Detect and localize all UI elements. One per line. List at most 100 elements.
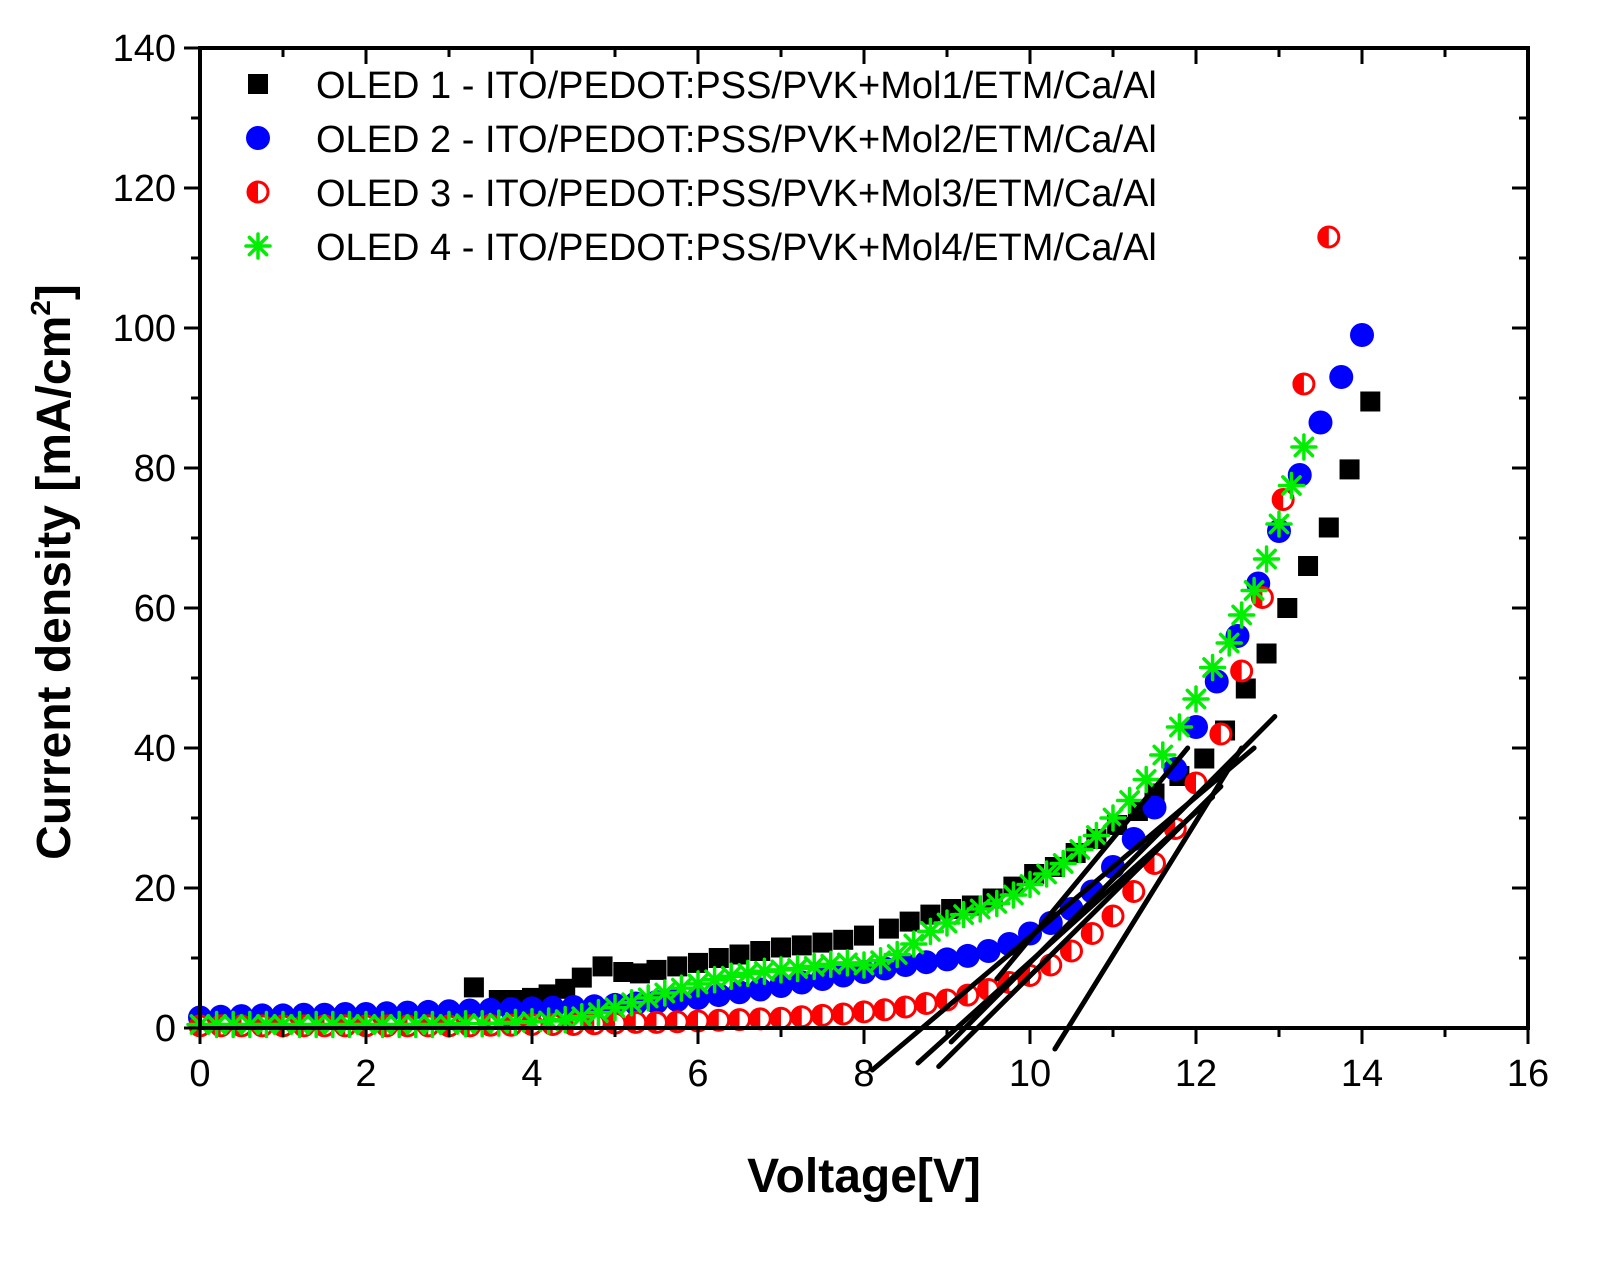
- series-4-point: [734, 959, 762, 988]
- series-4-point: [634, 984, 662, 1012]
- series-4-point: [1165, 713, 1194, 741]
- series-3-point: [894, 995, 917, 1019]
- series-4-point: [783, 954, 812, 983]
- x-tick-label: 2: [355, 1053, 376, 1095]
- series-3-point: [748, 1007, 772, 1031]
- y-axis-title-suffix: ]: [28, 284, 81, 300]
- series-4-point: [1215, 629, 1243, 657]
- series-4-point: [1032, 860, 1061, 888]
- series-2-point: [748, 977, 773, 1002]
- axis-ticks: 0 2 4 6 8 10 12 14 16 0 20 40 60 80 100 120 140: [113, 28, 1550, 1095]
- series-4-point: [1066, 835, 1094, 864]
- y-tick-label: 20: [134, 868, 176, 910]
- series-2-point: [706, 983, 731, 1008]
- series-4-point: [601, 993, 629, 1022]
- series-4-point: [983, 889, 1011, 918]
- legend: OLED 1 - ITO/PEDOT:PSS/PVK+Mol1/ETM/Ca/A…: [244, 65, 1157, 269]
- series-4-point: [767, 956, 795, 984]
- series-1-point: [791, 935, 812, 956]
- series-1-point: [899, 911, 920, 932]
- x-tick-label: 12: [1175, 1053, 1217, 1095]
- y-tick-label: 140: [113, 28, 176, 70]
- series-4-point: [1198, 653, 1227, 682]
- fit-line: [1052, 745, 1245, 1052]
- series-1: [463, 391, 1381, 1010]
- series-4-point: [1227, 601, 1256, 629]
- series-2-point: [769, 974, 793, 998]
- legend-entry-1: OLED 1 - ITO/PEDOT:PSS/PVK+Mol1/ETM/Ca/A…: [248, 65, 1157, 107]
- series-4-point: [1240, 576, 1268, 605]
- series-3-point: [914, 992, 938, 1015]
- series-1-point: [812, 932, 833, 953]
- series-1-point: [1318, 517, 1339, 538]
- series-1-point: [629, 963, 650, 984]
- series-1-point: [463, 977, 484, 998]
- series-3-point: [831, 1002, 855, 1026]
- series-2: [188, 323, 1374, 1030]
- series-3-point: [811, 1003, 834, 1027]
- x-tick-label: 0: [189, 1053, 210, 1095]
- data-marks: [186, 225, 1381, 1039]
- series-2-point: [810, 967, 835, 991]
- series-1-point: [688, 952, 708, 973]
- series-3: [188, 225, 1341, 1038]
- series-1-point: [1360, 391, 1381, 412]
- series-1-point: [833, 929, 854, 950]
- series-2-point: [1329, 365, 1354, 389]
- series-4-point: [883, 940, 911, 969]
- series-3-point: [1060, 939, 1083, 963]
- series-4-point: [1252, 545, 1281, 573]
- series-1-point: [1298, 556, 1319, 576]
- series-4-point: [949, 900, 978, 929]
- series-4-point: [1149, 741, 1177, 769]
- series-1-point: [750, 941, 771, 961]
- x-tick-label: 4: [521, 1053, 542, 1095]
- series-4-point: [1265, 510, 1293, 538]
- x-tick-label: 14: [1341, 1053, 1383, 1095]
- series-1-point: [592, 956, 613, 977]
- series-1-point: [667, 956, 688, 977]
- series-4-point: [1115, 786, 1144, 815]
- series-1-point: [646, 959, 667, 980]
- legend-entry-2: OLED 2 - ITO/PEDOT:PSS/PVK+Mol2/ETM/Ca/A…: [246, 119, 1157, 161]
- series-4-point: [667, 974, 696, 1002]
- series-1-point: [1256, 643, 1277, 664]
- legend-marker-3: [246, 180, 270, 204]
- series-4-point: [1099, 804, 1127, 832]
- y-tick-label: 100: [113, 308, 176, 350]
- fit-line: [948, 714, 1278, 1045]
- legend-label-1: OLED 1 - ITO/PEDOT:PSS/PVK+Mol1/ETM/Ca/A…: [316, 65, 1157, 107]
- series-3-point: [1317, 225, 1341, 249]
- series-1-point: [878, 918, 899, 939]
- series-4-point: [999, 881, 1028, 909]
- y-tick-label: 80: [134, 448, 176, 490]
- series-1-point: [729, 944, 750, 965]
- y-axis-title-superscript: 2: [25, 300, 56, 316]
- series-4-point: [418, 1010, 447, 1039]
- legend-label-4: OLED 4 - ITO/PEDOT:PSS/PVK+Mol4/ETM/Ca/A…: [316, 227, 1157, 269]
- series-2-point: [727, 980, 752, 1005]
- series-4-point: [651, 979, 679, 1007]
- series-4-point: [817, 950, 845, 979]
- series-4-point: [933, 909, 961, 937]
- series-4-point: [1132, 765, 1160, 794]
- series-3-point: [707, 1008, 731, 1032]
- series-4-point: [1049, 849, 1077, 878]
- series-3-point: [873, 998, 897, 1022]
- series-4-point: [833, 949, 862, 977]
- series-2-point: [955, 943, 980, 968]
- series-3-point: [1230, 659, 1254, 683]
- series-1-point: [771, 937, 791, 958]
- series-2-point: [976, 939, 1001, 963]
- legend-marker-4: [244, 232, 272, 260]
- series-4-point: [617, 989, 646, 1017]
- series-3-point: [1292, 372, 1316, 396]
- y-axis-title-main: Current density [mA/cm: [28, 316, 81, 860]
- x-tick-label: 10: [1009, 1053, 1051, 1095]
- series-4-point: [900, 930, 928, 958]
- x-tick-label: 8: [853, 1053, 874, 1095]
- series-4-point: [684, 970, 712, 998]
- series-3-point: [1209, 722, 1233, 746]
